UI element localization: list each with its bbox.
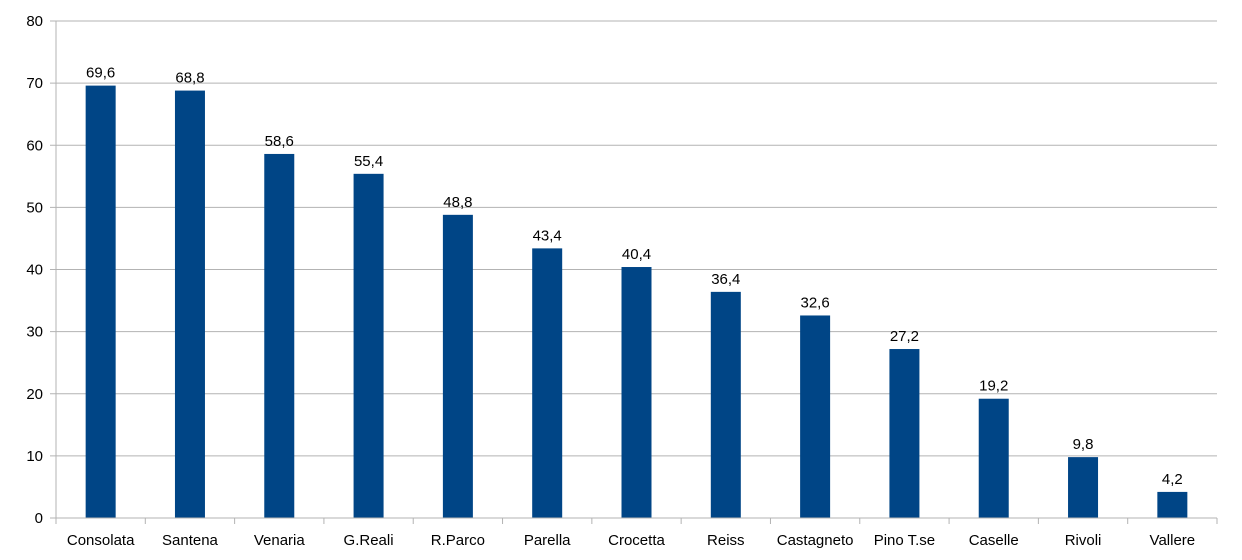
category-label-11: Caselle — [969, 532, 1019, 549]
y-axis-ticks: 0 10 20 30 40 50 60 70 80 — [26, 13, 43, 527]
data-label-12: 9,8 — [1073, 436, 1094, 453]
bar-7 — [621, 267, 652, 518]
bar-6 — [532, 248, 563, 518]
bar-5 — [442, 214, 473, 518]
data-label-7: 40,4 — [622, 246, 651, 263]
y-tick-label: 50 — [26, 199, 43, 216]
data-label-2: 68,8 — [175, 70, 204, 87]
y-tick-label: 10 — [26, 448, 43, 465]
data-label-13: 4,2 — [1162, 471, 1183, 488]
category-label-9: Castagneto — [777, 532, 854, 549]
category-label-8: Reiss — [707, 532, 745, 549]
data-label-4: 55,4 — [354, 153, 383, 170]
category-label-4: G.Reali — [344, 532, 394, 549]
y-tick-label: 80 — [26, 13, 43, 30]
category-label-2: Santena — [162, 532, 219, 549]
bar-8 — [710, 291, 741, 518]
data-label-10: 27,2 — [890, 328, 919, 345]
bars — [85, 85, 1188, 519]
bar-12 — [1068, 457, 1099, 518]
data-label-1: 69,6 — [86, 65, 115, 82]
category-label-10: Pino T.se — [874, 532, 935, 549]
category-label-5: R.Parco — [431, 532, 485, 549]
category-label-7: Crocetta — [608, 532, 665, 549]
data-label-11: 19,2 — [979, 378, 1008, 395]
data-label-3: 58,6 — [265, 133, 294, 150]
bar-10 — [889, 349, 920, 518]
category-label-13: Vallere — [1150, 532, 1196, 549]
bar-11 — [978, 398, 1009, 518]
bar-9 — [800, 315, 831, 518]
data-labels: 69,6 68,8 58,6 55,4 48,8 43,4 40,4 36,4 32,6 27,2… — [86, 65, 1183, 488]
category-label-3: Venaria — [254, 532, 306, 549]
data-label-5: 48,8 — [443, 194, 472, 211]
y-tick-label: 40 — [26, 262, 43, 279]
bar-13 — [1157, 491, 1188, 518]
bar-3 — [264, 153, 295, 518]
bar-1 — [85, 85, 116, 519]
y-tick-label: 60 — [26, 137, 43, 154]
bar-2 — [174, 90, 205, 518]
category-label-1: Consolata — [67, 532, 135, 549]
y-tick-label: 30 — [26, 324, 43, 341]
data-label-8: 36,4 — [711, 271, 740, 288]
bar-4 — [353, 173, 384, 518]
x-axis: Consolata Santena Venaria G.Reali R.Parco Par… — [50, 21, 1218, 549]
category-label-6: Parella — [524, 532, 571, 549]
y-tick-label: 0 — [35, 510, 43, 527]
category-label-12: Rivoli — [1065, 532, 1102, 549]
data-label-9: 32,6 — [801, 294, 830, 311]
y-tick-label: 20 — [26, 386, 43, 403]
data-label-6: 43,4 — [533, 227, 562, 244]
y-tick-label: 70 — [26, 75, 43, 92]
